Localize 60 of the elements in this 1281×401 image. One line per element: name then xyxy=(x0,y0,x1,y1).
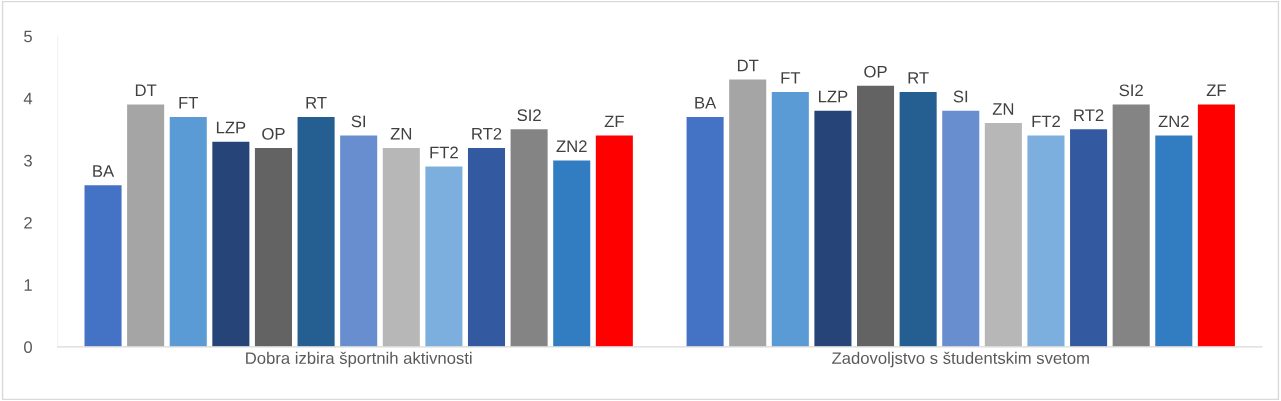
bar xyxy=(686,116,724,347)
bar xyxy=(254,147,292,347)
series-label: SI2 xyxy=(517,109,541,122)
bar xyxy=(1155,135,1193,347)
text: SI xyxy=(953,90,968,103)
bar xyxy=(1070,129,1108,347)
x-tick-label: Zadovoljstvo s študentskim svetom xyxy=(832,351,1089,368)
x-tick-label: Dobra izbira športnih aktivnosti xyxy=(246,351,472,368)
series-label: SI xyxy=(351,115,366,128)
bar xyxy=(595,135,633,347)
series-label: LZP xyxy=(216,121,246,134)
bar xyxy=(212,141,250,347)
bar xyxy=(169,116,207,347)
bar xyxy=(984,123,1022,347)
bar xyxy=(425,166,463,347)
series-label: RT2 xyxy=(1074,109,1104,121)
y-tick-label: 0 xyxy=(24,341,32,354)
bar xyxy=(510,129,548,347)
series-label: FT xyxy=(179,96,199,109)
text: RT xyxy=(908,72,929,84)
bar xyxy=(297,116,335,347)
series-label: DT xyxy=(135,84,157,97)
bar xyxy=(942,110,980,347)
bar xyxy=(1197,104,1235,347)
series-label: ZF xyxy=(604,115,624,128)
text: RT2 xyxy=(472,127,502,140)
text: ZN2 xyxy=(556,140,587,152)
text: OP xyxy=(262,127,285,140)
series-label: BA xyxy=(93,165,115,177)
bar xyxy=(729,79,767,347)
bar xyxy=(857,85,895,347)
text: DT xyxy=(737,59,759,72)
bar xyxy=(382,147,420,347)
bar xyxy=(467,147,506,347)
text: ZN xyxy=(390,128,412,140)
bar xyxy=(340,135,378,347)
series-label: RT xyxy=(306,96,327,109)
series-label: OP xyxy=(864,65,887,78)
bar xyxy=(814,110,852,347)
bar xyxy=(1027,135,1065,347)
bar xyxy=(553,160,591,347)
text: BA xyxy=(695,96,717,109)
y-tick-label: 4 xyxy=(23,92,33,105)
bar xyxy=(899,92,937,347)
series-label: ZN xyxy=(992,103,1014,115)
text: SI2 xyxy=(1119,84,1143,97)
bar xyxy=(1112,104,1150,347)
text: FT xyxy=(781,72,801,84)
text: FT2 xyxy=(430,146,458,159)
text: ZF xyxy=(1206,84,1226,97)
y-tick-label: 5 xyxy=(24,30,32,43)
y-tick-label: 1 xyxy=(24,279,32,291)
y-tick-label: 3 xyxy=(24,154,32,167)
series-label: FT2 xyxy=(1032,115,1060,128)
series-label: ZN2 xyxy=(1158,115,1189,128)
bar xyxy=(127,104,165,347)
bar xyxy=(84,185,122,347)
bar xyxy=(771,92,809,347)
text: LZP xyxy=(819,90,848,103)
y-tick-label: 2 xyxy=(24,216,32,229)
